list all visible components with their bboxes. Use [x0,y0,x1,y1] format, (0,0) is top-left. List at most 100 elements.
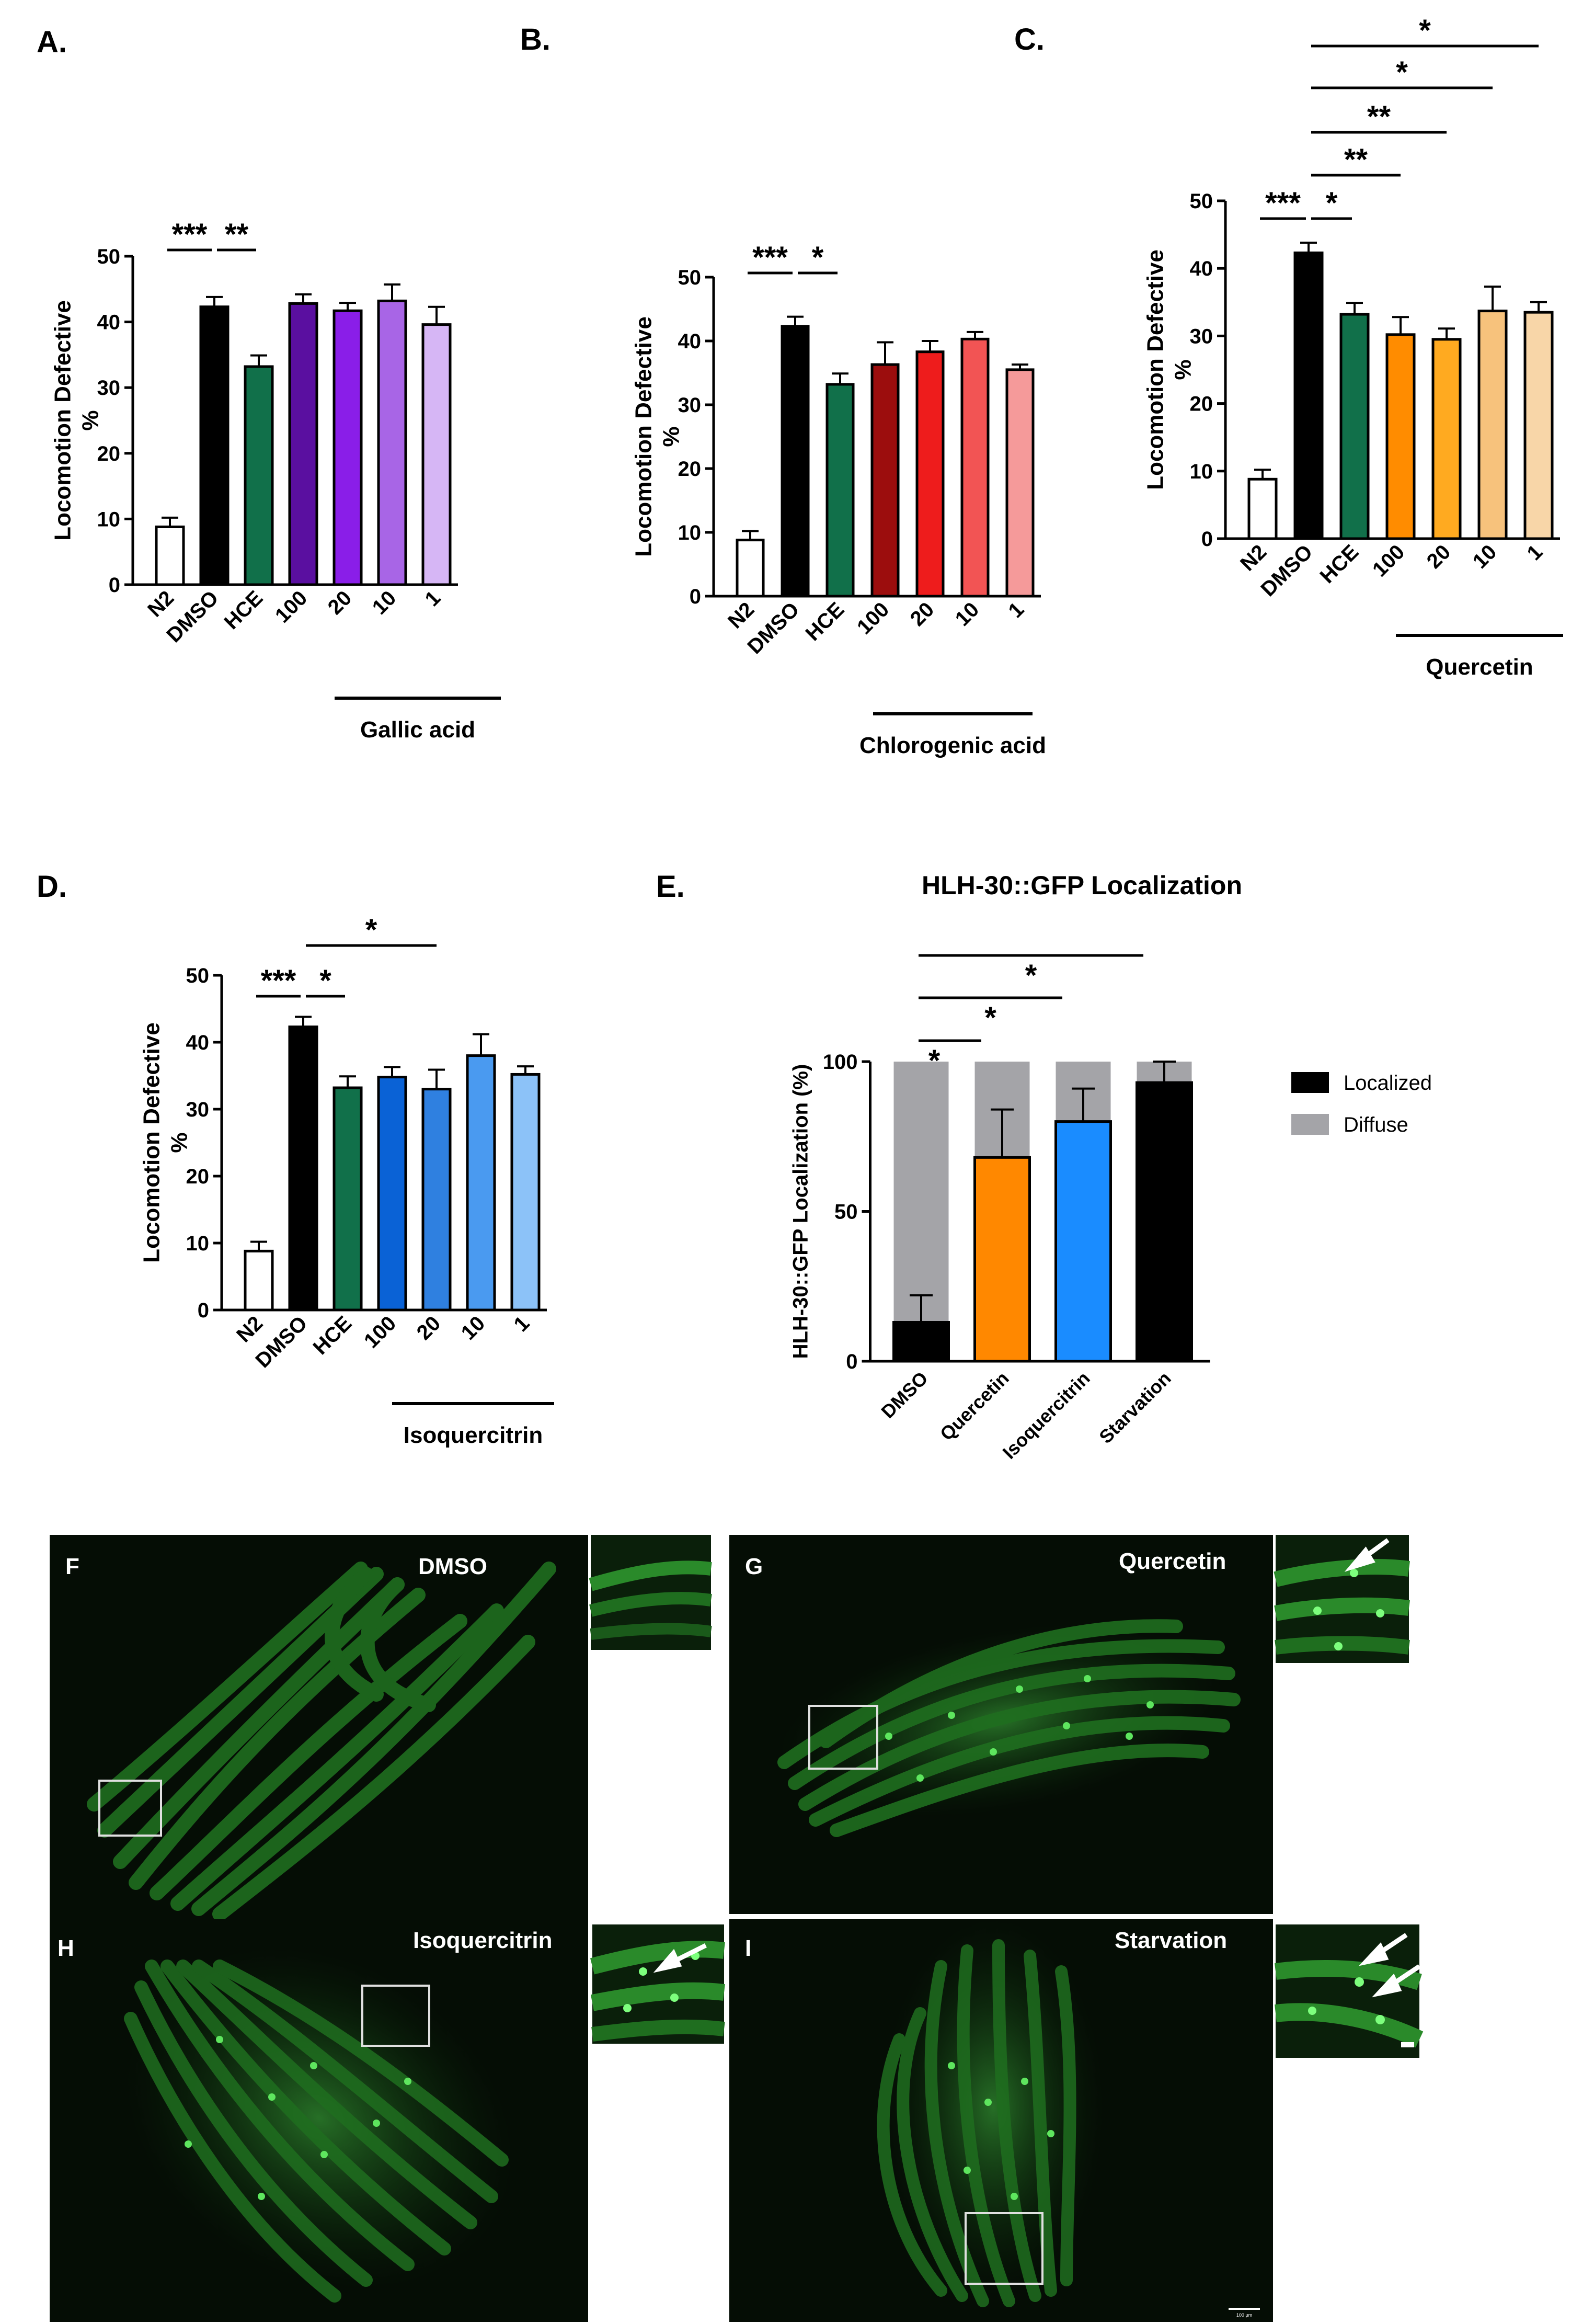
group-label: Isoquercitrin [404,1422,543,1448]
y-tick-label: 10 [1190,460,1213,483]
panel-label-e: E. [656,870,685,904]
bar-10 [466,1054,496,1312]
zoom-box [361,1985,430,2047]
image-label-g: G [745,1554,763,1579]
micrograph-inset-quercetin [1274,1535,1410,1663]
x-tick-label: 1 [510,1312,534,1336]
y-tick-label: 50 [97,245,121,268]
bar-localized-quercetin [973,1156,1031,1363]
image-title-g: Quercetin [1119,1548,1226,1574]
bar-localized-starvation [1136,1081,1193,1363]
significance-stars: ** [225,218,249,252]
scale-bar-label: 100 μm [1236,2312,1252,2318]
bar-100 [288,302,318,586]
image-label-h: H [58,1935,74,1961]
bar-100 [1385,333,1416,540]
y-tick-label: 30 [97,377,121,400]
panel-label-a: A. [37,25,67,59]
y-tick-label: 20 [97,442,121,465]
x-tick-label: 100 [853,598,893,639]
significance-stars: * [984,1001,996,1035]
significance-stars: *** [752,241,788,275]
x-tick-label: 20 [412,1312,445,1345]
bar-localized-dmso [892,1321,950,1363]
x-tick-label: N2 [724,598,759,633]
y-tick-label: 50 [834,1201,858,1224]
scale-bar [1401,2042,1414,2047]
bar-hce [244,365,274,586]
micrograph-inset-starvation [1275,1924,1424,2058]
worm-cluster [87,1562,556,1921]
y-tick-label: 40 [97,311,121,334]
x-tick-label: HCE [1316,540,1363,588]
y-tick-label: 40 [1190,257,1213,280]
x-tick-label: 1 [1523,540,1547,565]
bar-hce [1339,313,1370,540]
y-tick-label: 10 [678,521,702,544]
significance-stars: * [812,241,824,275]
x-tick-label: 1 [421,586,445,611]
y-tick-label: 0 [690,585,701,608]
bar-hce [825,383,855,598]
y-tick-label: 100 [823,1051,858,1074]
bar-n2 [736,539,765,598]
significance-stars: * [1326,186,1338,220]
x-tick-label: DMSO [877,1368,932,1422]
significance-stars: *** [261,964,296,998]
y-tick-label: 10 [97,508,121,531]
group-label: Chlorogenic acid [859,733,1046,758]
x-tick-label: DMSO [251,1312,312,1372]
y-axis-label: Locomotion Defective% [139,1022,192,1263]
significance-stars: * [1025,959,1037,993]
y-axis-label: Locomotion Defective% [50,300,104,541]
significance-stars: ** [1344,143,1368,177]
y-tick-label: 0 [109,574,120,597]
micrograph-inset-dmso [589,1535,712,1650]
bar-1 [1005,368,1035,598]
significance-stars: * [928,1044,941,1078]
x-tick-label: HCE [220,586,268,634]
bar-1 [421,323,452,586]
y-axis-label: HLH-30::GFP Localization (%) [789,1064,812,1359]
x-tick-label: 100 [360,1312,400,1352]
image-title-h: Isoquercitrin [413,1928,553,1953]
y-tick-label: 40 [678,330,702,353]
x-tick-label: 20 [324,586,357,619]
bar-20 [421,1088,452,1312]
arrow-icon [1371,1964,1421,1998]
panel-label-b: B. [520,22,551,56]
x-tick-label: DMSO [743,598,804,658]
arrow-icon [1344,1538,1390,1572]
panel-label-c: C. [1014,22,1045,56]
micrograph-isoquercitrin: H Isoquercitrin [50,1919,588,2322]
x-tick-label: Quercetin [936,1368,1013,1445]
x-tick-label: 20 [1423,540,1455,573]
y-tick-label: 40 [186,1031,210,1054]
bar-100 [870,363,900,598]
bar-hce [332,1086,363,1312]
x-tick-label: 10 [951,598,984,631]
zoom-box [808,1705,878,1770]
panel-label-d: D. [37,870,67,904]
group-label: Gallic acid [360,717,475,743]
significance-stars: * [1419,14,1431,48]
y-tick-label: 50 [186,964,210,987]
image-title-i: Starvation [1115,1928,1227,1953]
zoom-box [98,1780,162,1837]
bar-10 [377,299,407,586]
y-axis-label: Locomotion Defective% [1143,249,1196,490]
bar-dmso [1293,251,1324,540]
bar-localized-isoquercitrin [1054,1120,1112,1363]
y-tick-label: 20 [678,458,702,481]
bar-n2 [244,1249,274,1312]
bar-100 [377,1076,407,1312]
x-tick-label: 10 [1469,540,1501,573]
micrograph-quercetin: G Quercetin [729,1535,1273,1914]
x-tick-label: N2 [143,586,178,621]
x-tick-label: N2 [1236,540,1271,575]
chart-c: 0 10 20 30 40 50 Locomotion Defective% N2DMSOHC… [1143,14,1563,680]
y-tick-label: 20 [1190,393,1213,416]
y-tick-label: 20 [186,1165,210,1188]
y-tick-label: 0 [846,1350,857,1373]
